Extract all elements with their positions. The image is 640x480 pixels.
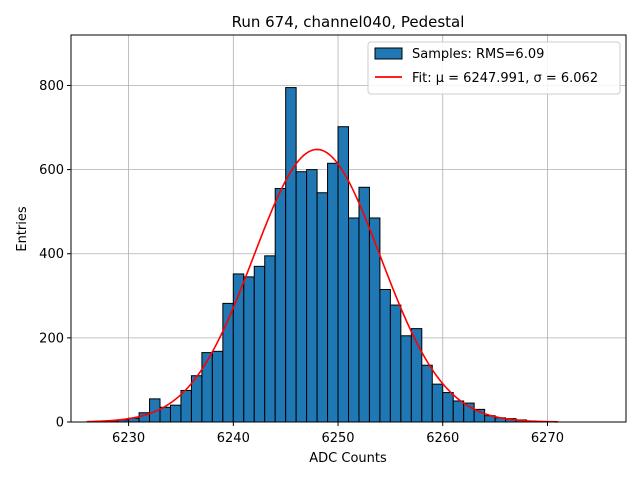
fit-curve (86, 148, 558, 423)
histogram-bar (180, 389, 192, 423)
histogram-bar (316, 192, 329, 423)
histogram-bar (389, 304, 402, 423)
histogram-bar (243, 276, 255, 423)
histogram-bar (295, 171, 308, 423)
histogram-bar (421, 364, 433, 423)
histogram-bar (201, 352, 213, 423)
histogram-bar (306, 169, 318, 423)
legend-fit-label: Fit: μ = 6247.991, σ = 6.062 (412, 71, 598, 86)
histogram-bar (253, 265, 266, 423)
legend: Samples: RMS=6.09 Fit: μ = 6247.991, σ =… (367, 41, 621, 95)
histogram-bar (327, 162, 339, 423)
x-tick-label: 6230 (112, 431, 145, 446)
legend-histogram-swatch (374, 47, 403, 60)
axis-ticks: 6230 6240 6250 6260 6270 0 200 400 600 800 (39, 79, 564, 446)
histogram-bars (96, 87, 548, 423)
histogram-bar (169, 404, 182, 423)
y-tick-label: 800 (39, 79, 64, 94)
y-axis-title: Entries (15, 206, 30, 252)
histogram-bar (452, 400, 465, 423)
histogram-bar (264, 255, 276, 423)
histogram-bar (159, 406, 171, 423)
histogram-bar (285, 87, 297, 423)
histogram-bar (400, 335, 412, 423)
histogram-bar (442, 392, 454, 423)
x-tick-label: 6260 (426, 431, 459, 446)
plot-frame (70, 34, 627, 423)
histogram-bar (379, 288, 391, 423)
y-tick-label: 400 (39, 247, 64, 262)
histogram-bar (368, 217, 381, 423)
histogram-bar (431, 383, 444, 423)
x-tick-label: 6250 (321, 431, 354, 446)
y-tick-label: 600 (39, 163, 64, 178)
histogram-bar (211, 350, 224, 423)
y-tick-label: 200 (39, 331, 64, 346)
x-axis-title: ADC Counts (309, 451, 387, 466)
chart-title: Run 674, channel040, Pedestal (232, 13, 465, 31)
x-tick-label: 6270 (531, 431, 564, 446)
y-tick-label: 0 (56, 416, 64, 431)
histogram-bar (274, 188, 287, 423)
legend-box (367, 41, 621, 95)
histogram-bar (348, 217, 360, 423)
x-tick-label: 6240 (217, 431, 250, 446)
legend-histogram-label: Samples: RMS=6.09 (412, 47, 544, 62)
